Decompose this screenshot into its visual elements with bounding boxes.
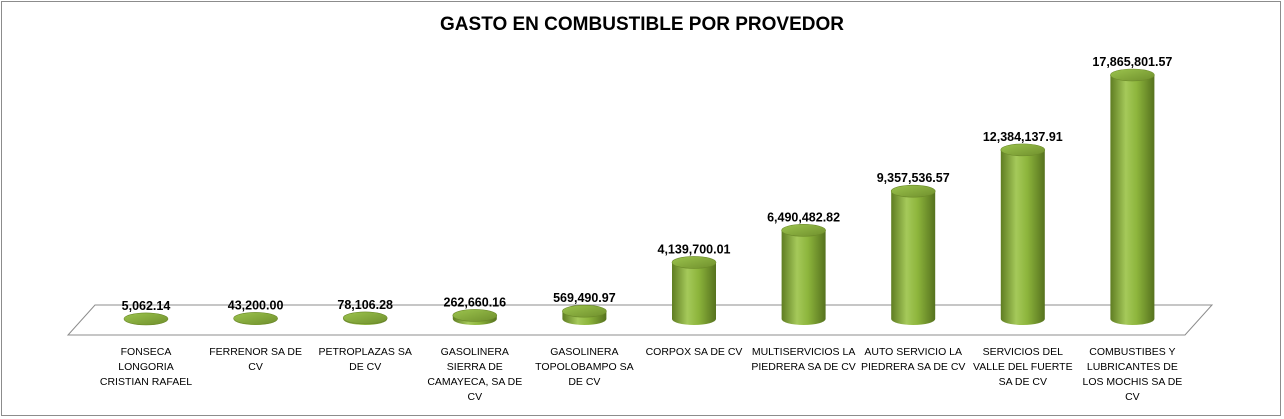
bar [452,309,498,325]
data-label: 9,357,536.57 [877,171,950,185]
bar-top [342,311,388,325]
bar-top [452,309,498,322]
bar-top [781,224,826,237]
data-label: 4,139,700.01 [658,242,731,256]
category-label: FERRENOR SA DE CV [209,346,302,373]
bar-top [1000,143,1046,157]
data-label: 6,490,482.82 [767,210,840,224]
category-label: GASOLINERA TOPOLOBAMPO SA DE CV [535,346,634,388]
category-label: COMBUSTIBES Y LUBRICANTES DE LOS MOCHIS … [1082,346,1183,403]
bar [562,304,607,325]
bar-top [233,312,278,325]
bar [1000,143,1046,325]
bar-top [123,312,169,326]
category-label: SERVICIOS DEL VALLE DEL FUERTE SA DE CV [973,346,1073,388]
data-label: 78,106.28 [337,298,393,312]
bar-body [1110,75,1155,325]
chart-floor [66,304,1214,336]
data-label: 43,200.00 [228,298,284,312]
bar-top [890,184,936,198]
bar [890,184,936,325]
bar-body [781,230,826,325]
data-label: 12,384,137.91 [983,130,1063,144]
bar [233,312,278,325]
data-label: 5,062.14 [122,299,171,313]
category-label: GASOLINERA SIERRA DE CAMAYECA, SA DE CV [427,346,523,403]
category-label: PETROPLAZAS SA DE CV [318,346,412,373]
bar-top [671,256,717,269]
bar-body [1000,149,1045,325]
category-label: CORPOX SA DE CV [645,346,743,358]
bar-top [562,304,607,318]
bar [671,256,717,325]
data-label: 569,490.97 [553,291,616,305]
category-label: FONSECA LONGORIA CRISTIAN RAFAEL [99,346,193,388]
data-label: 17,865,801.57 [1092,55,1172,69]
chart-title: GASTO EN COMBUSTIBLE POR PROVEDOR [440,14,844,35]
bar [1110,68,1155,325]
bar-top [1110,68,1155,82]
data-label: 262,660.16 [444,295,507,309]
bar [781,224,826,325]
bar [123,312,169,326]
bar-body [672,262,716,325]
category-label: AUTO SERVICIO LA PIEDRERA SA DE CV [860,346,966,373]
bar-body [891,191,936,325]
bar [342,311,388,325]
category-label: MULTISERVICIOS LA PIEDRERA SA DE CV [751,346,856,373]
